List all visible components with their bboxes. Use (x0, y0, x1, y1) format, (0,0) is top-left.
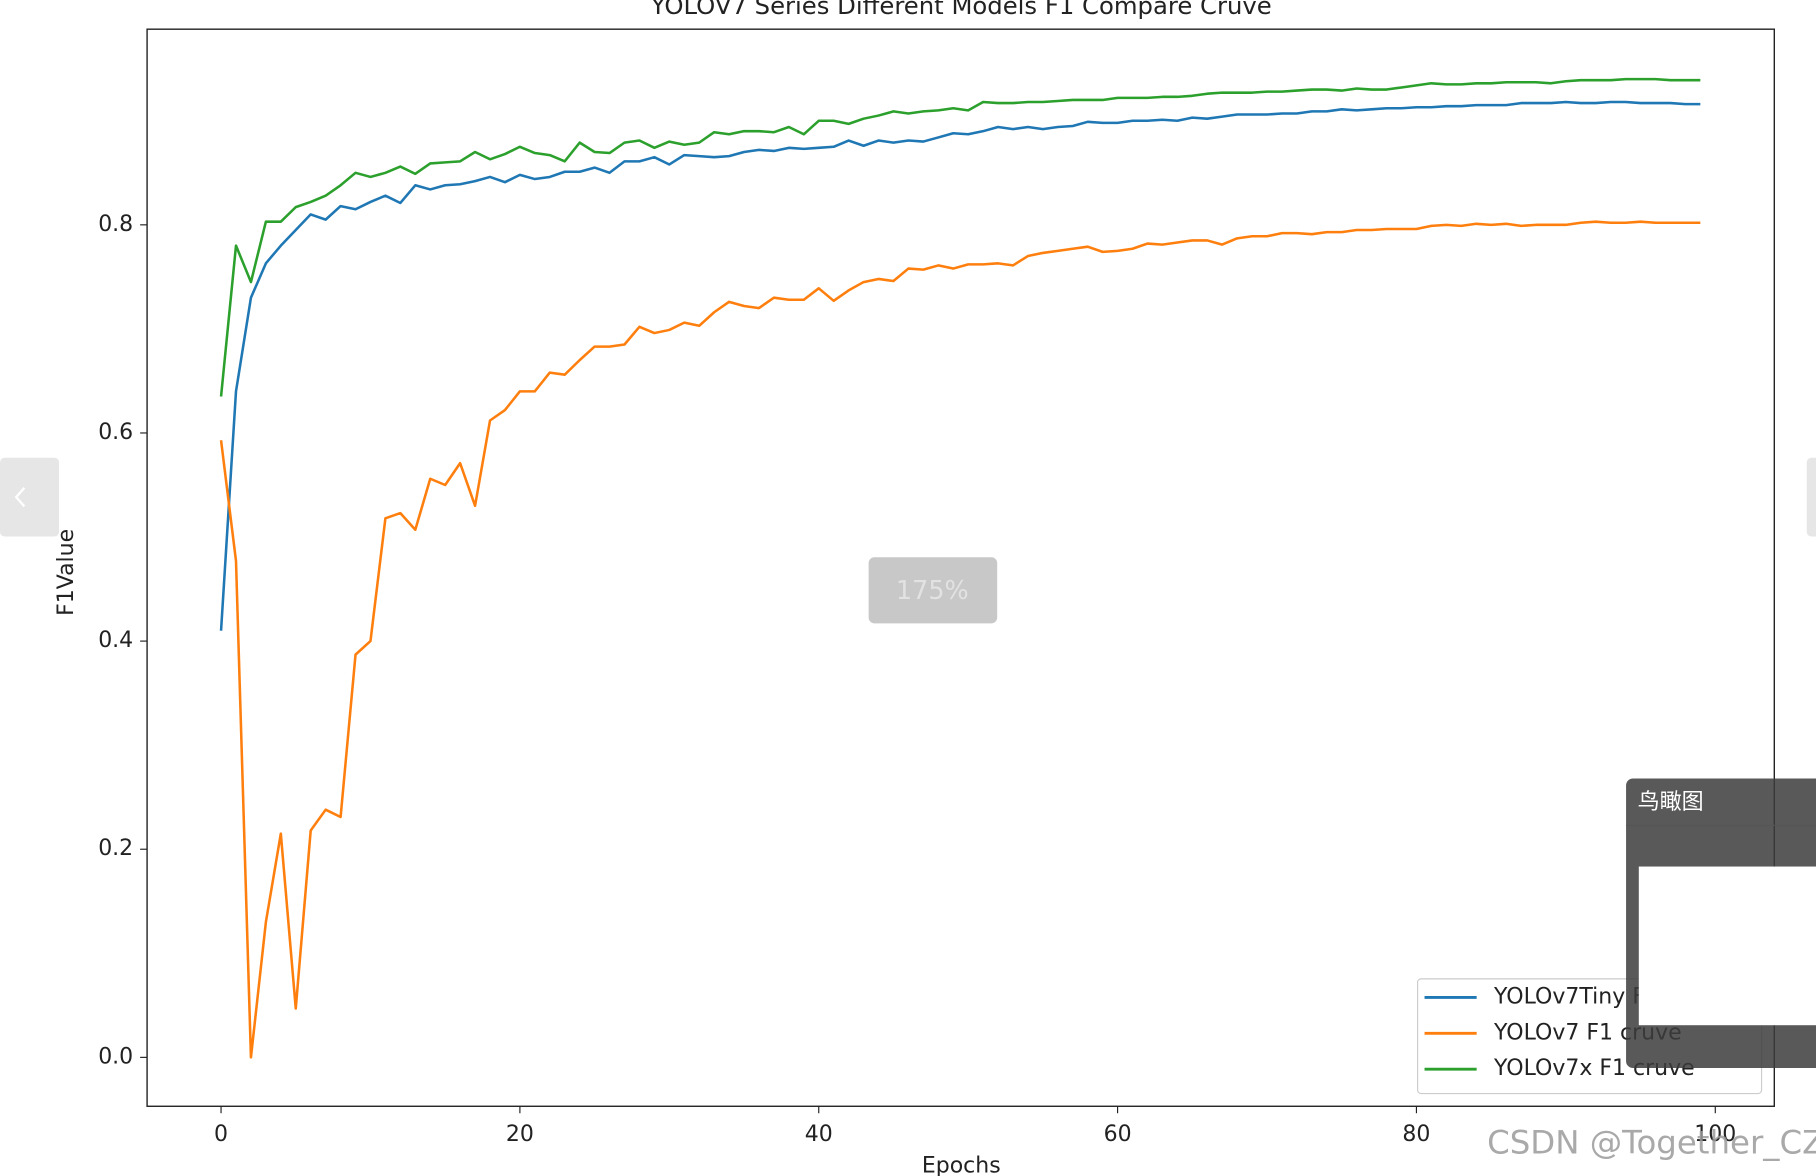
plot-area: 0 20 40 60 80 100 0.0 0.2 0.4 0.6 0.8 (98, 77, 1736, 1147)
overview-title: 鸟瞰图 (1638, 790, 1704, 815)
x-tick-label: 40 (805, 1122, 833, 1147)
overview-thumbnail[interactable] (1638, 866, 1816, 1026)
y-tick-label: 0.2 (98, 836, 133, 861)
x-axis-label: Epochs (922, 1154, 1001, 1176)
prev-button[interactable] (0, 457, 60, 537)
y-tick-label: 0.0 (98, 1044, 133, 1069)
zoom-indicator (868, 557, 998, 624)
x-tick-label: 20 (506, 1122, 534, 1147)
chart-title: YOLOV7 Series Different Models F1 Compar… (650, 0, 1272, 20)
watermark: CSDN @Together_CZ (1487, 1123, 1816, 1161)
y-tick-label: 0.6 (98, 420, 133, 445)
y-tick-label: 0.8 (98, 212, 133, 237)
zoom-label: 175% (896, 576, 969, 606)
y-tick-label: 0.4 (98, 628, 133, 653)
series-line (219, 220, 1701, 1059)
x-tick-label: 80 (1402, 1122, 1430, 1147)
plot-frame (146, 28, 1776, 1107)
series-line (219, 100, 1701, 631)
x-tick-label: 0 (214, 1122, 228, 1147)
next-button[interactable] (1806, 457, 1816, 537)
prev-icon (14, 487, 26, 508)
y-axis-label: F1Value (54, 529, 79, 616)
x-tick-label: 60 (1104, 1122, 1132, 1147)
overview-divider (1626, 824, 1816, 827)
x-tick-label: 100 (1694, 1122, 1736, 1147)
series-line (219, 77, 1701, 397)
